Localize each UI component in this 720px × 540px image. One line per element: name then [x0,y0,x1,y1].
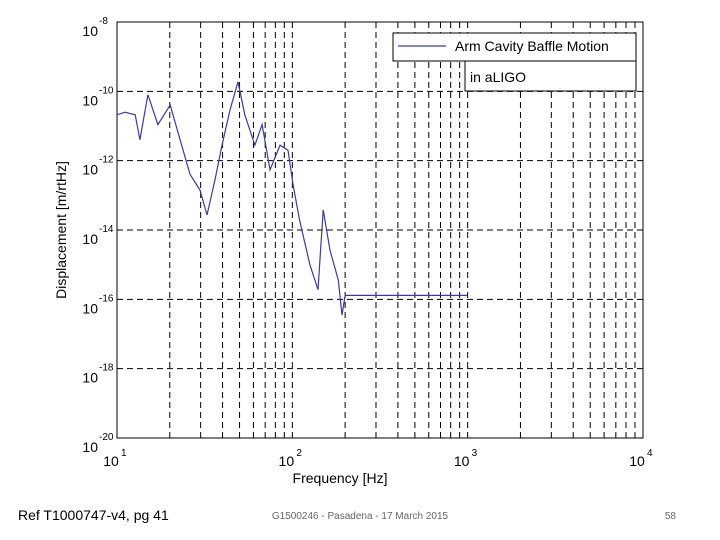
y-tick-label: 10 [82,23,98,39]
legend-label: Arm Cavity Baffle Motion [455,38,609,54]
x-axis-label: Frequency [Hz] [293,470,388,486]
y-tick-label: 10 [82,439,98,455]
y-tick-label: 10 [82,300,98,316]
x-tick-exponent: 2 [296,448,302,459]
y-axis-label: Displacement [m/rtHz] [53,161,69,299]
x-tick-exponent: 3 [472,448,478,459]
x-tick-exponent: 4 [647,448,653,459]
y-tick-exponent: -14 [99,224,114,235]
plot-frame [116,21,644,439]
y-tick-label: 10 [82,92,98,108]
x-tick-exponent: 1 [121,448,127,459]
page-number: 58 [665,511,677,522]
annotation: in aLIGO [470,69,526,85]
footer-center: G1500246 - Pasadena - 17 March 2015 [272,511,449,522]
x-tick-label: 10 [454,453,470,469]
series-line [116,81,468,316]
y-tick-label: 10 [82,231,98,247]
y-tick-exponent: -8 [99,16,108,27]
y-tick-exponent: -18 [99,363,114,374]
y-tick-exponent: -10 [99,85,114,96]
x-tick-label: 10 [103,453,119,469]
x-tick-label: 10 [629,453,645,469]
legend-box [392,32,637,62]
y-tick-label: 10 [82,162,98,178]
annotation-box [464,60,637,92]
footer-reference: Ref T1000747-v4, pg 41 [18,507,169,523]
y-tick-label: 10 [82,370,98,386]
x-tick-label: 10 [279,453,295,469]
y-tick-exponent: -16 [99,293,114,304]
y-tick-exponent: -12 [99,155,114,166]
y-tick-exponent: -20 [99,432,114,443]
